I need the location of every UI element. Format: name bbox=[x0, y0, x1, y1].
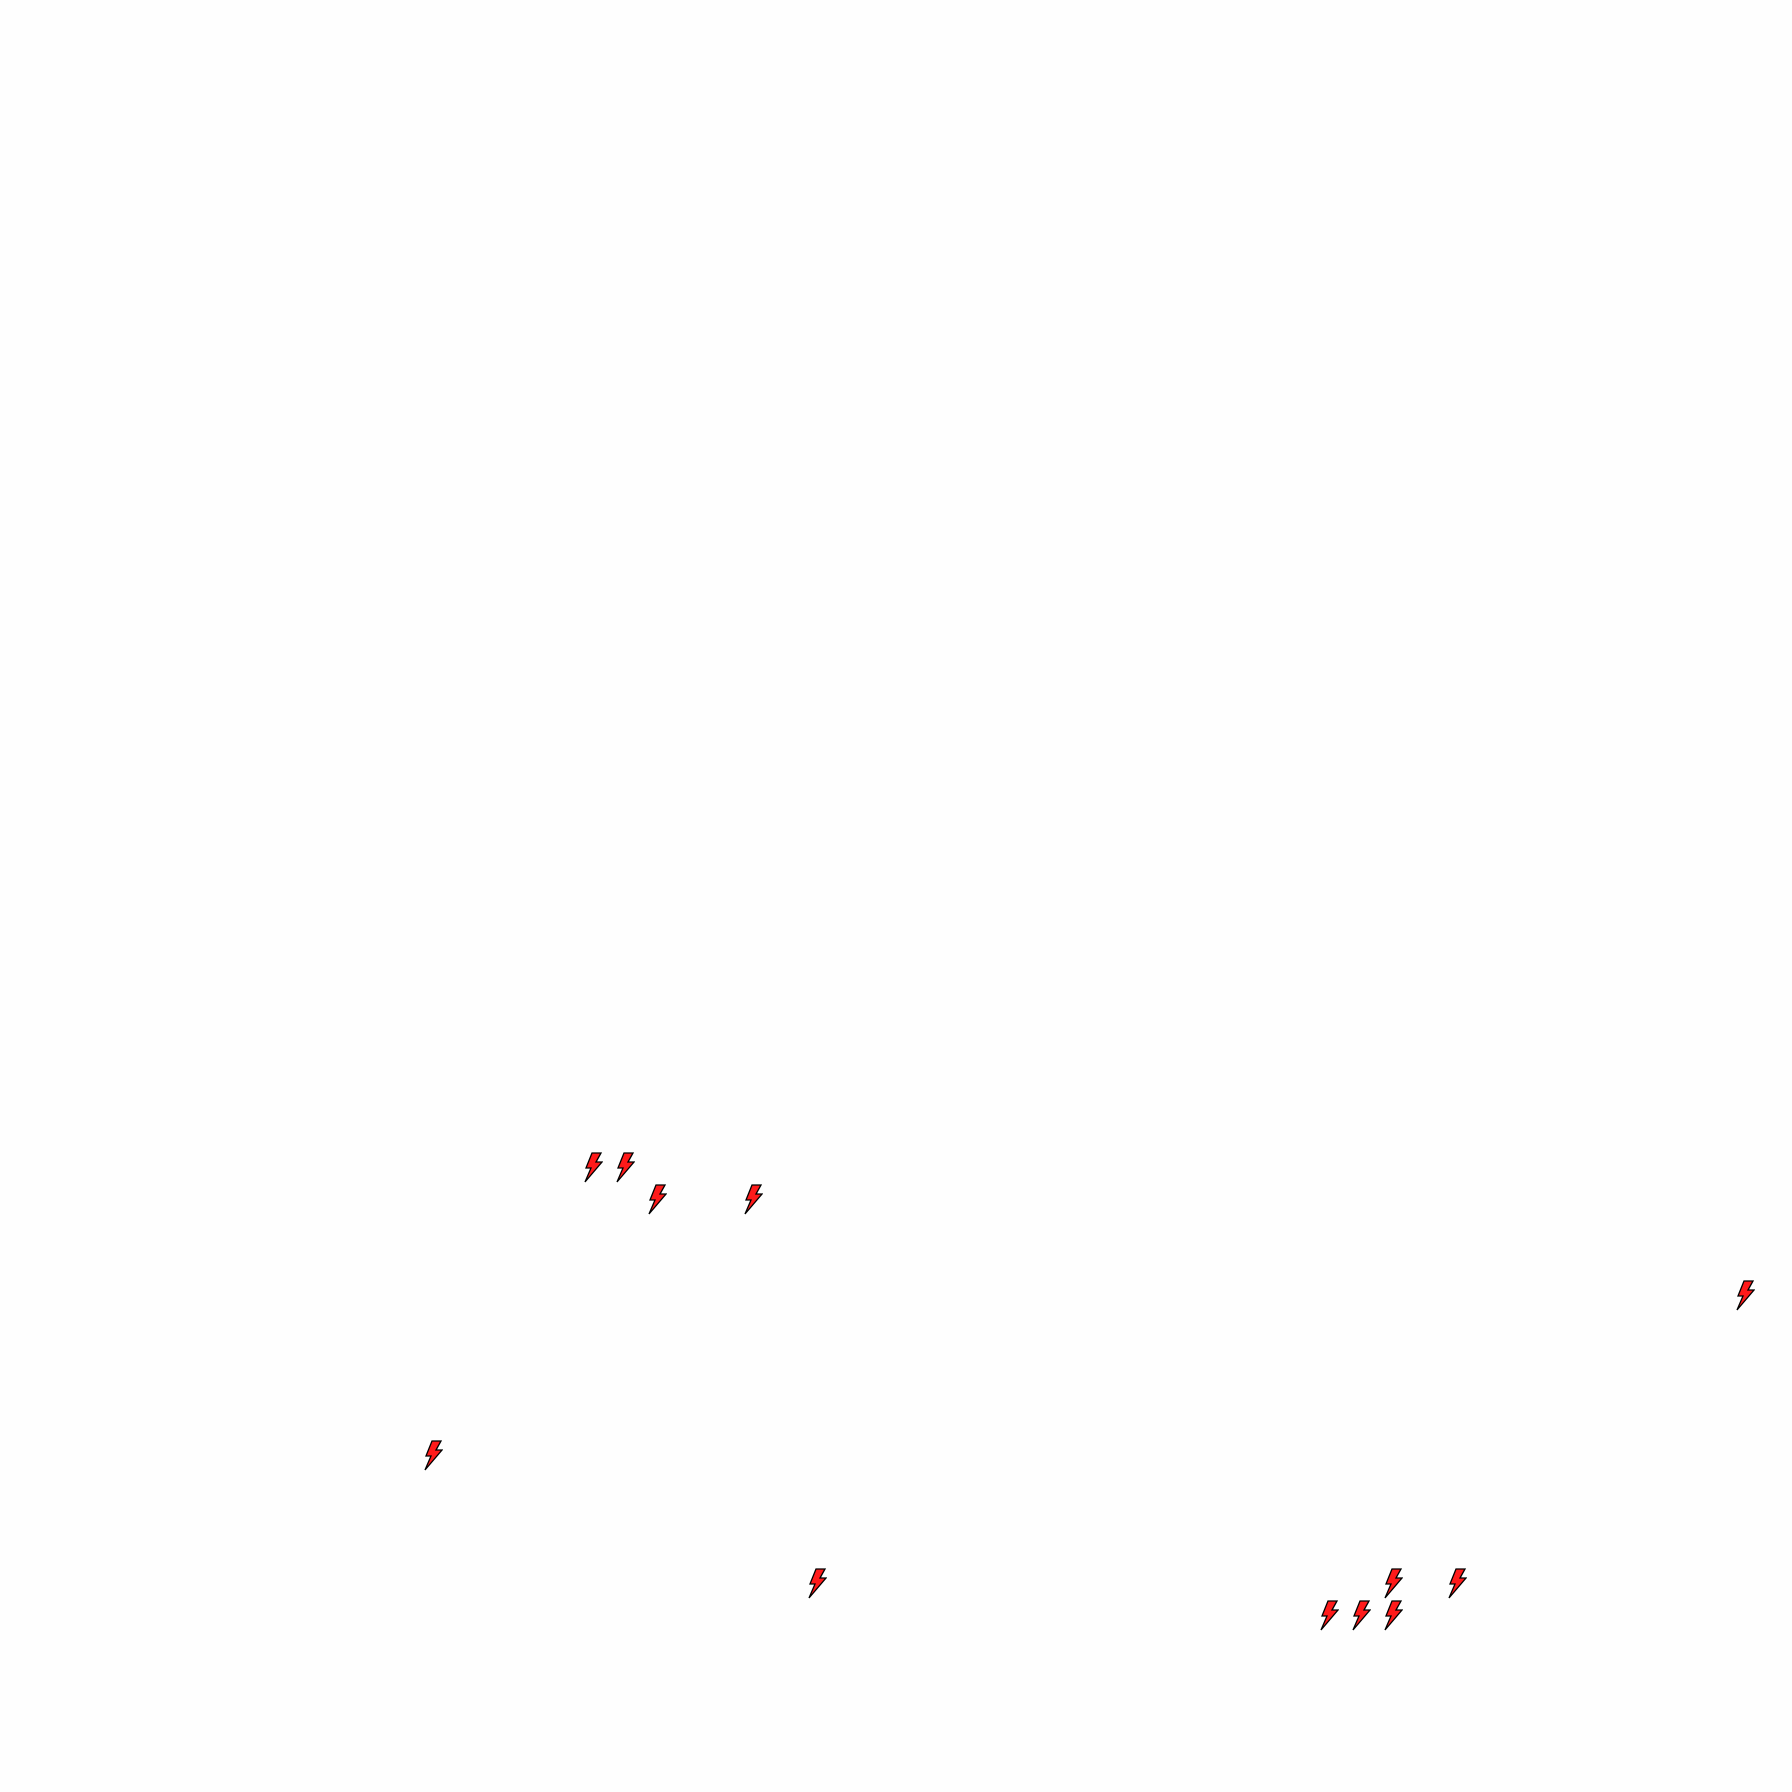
lightning-bolt-icon bbox=[1447, 1568, 1468, 1600]
lightning-bolt-icon bbox=[807, 1568, 828, 1600]
lightning-bolt-icon bbox=[615, 1152, 636, 1184]
lightning-bolt-icon bbox=[1735, 1280, 1756, 1312]
lightning-bolt-icon bbox=[743, 1184, 764, 1216]
lightning-bolt-icon bbox=[1351, 1600, 1372, 1632]
lightning-bolt-icon bbox=[1319, 1600, 1340, 1632]
lightning-bolt-icon bbox=[423, 1440, 444, 1472]
lightning-bolt-icon bbox=[1383, 1600, 1404, 1632]
lightning-bolt-icon bbox=[1383, 1568, 1404, 1600]
lightning-bolt-icon bbox=[647, 1184, 668, 1216]
lightning-bolt-icon bbox=[583, 1152, 604, 1184]
